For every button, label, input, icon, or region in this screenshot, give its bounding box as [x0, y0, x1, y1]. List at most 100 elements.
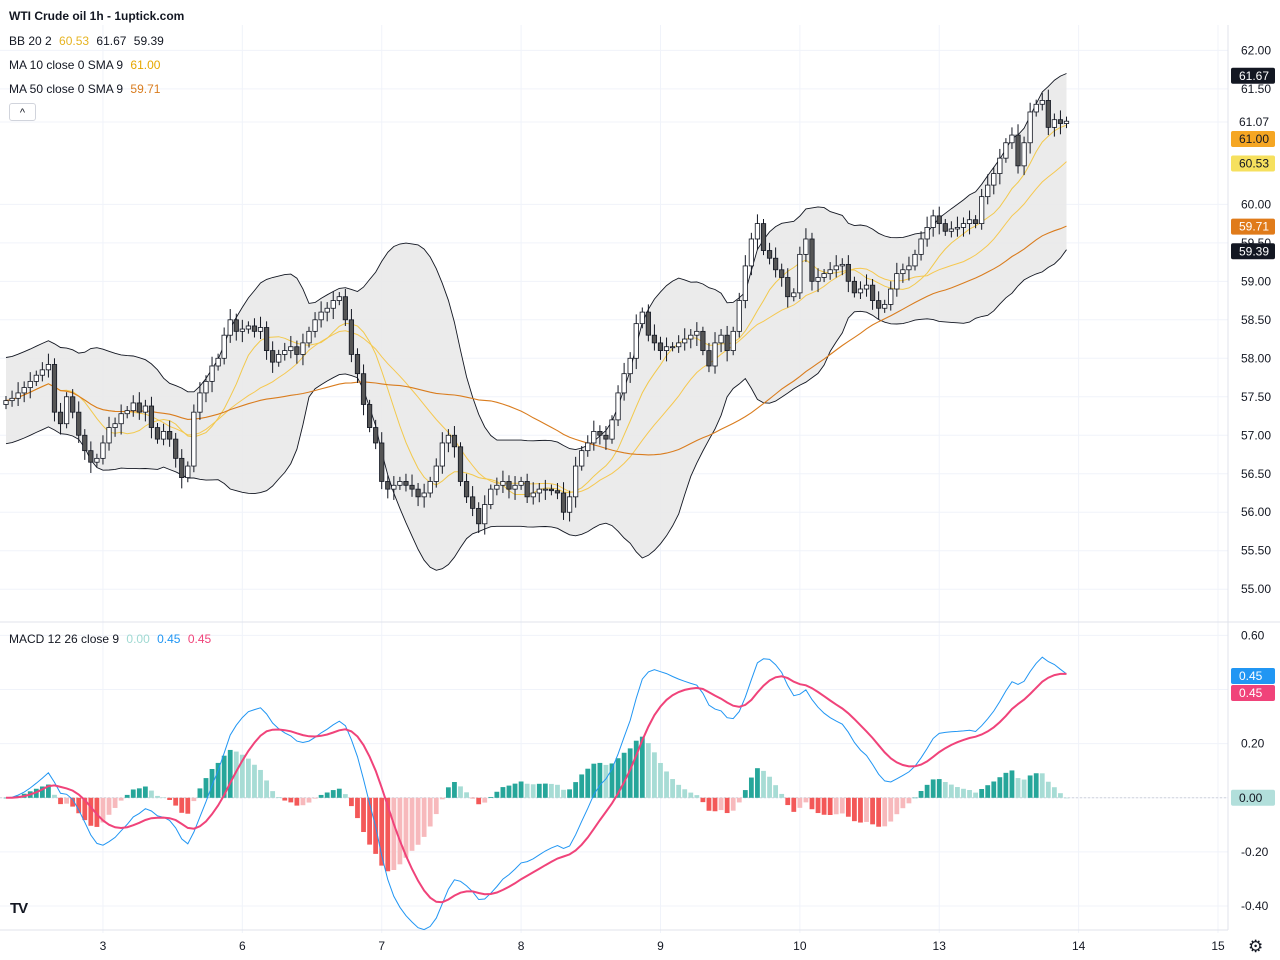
macd-histogram-bar	[579, 774, 585, 798]
macd-histogram-bar	[130, 789, 136, 798]
candlestick	[670, 342, 676, 352]
candlestick	[118, 404, 124, 435]
candlestick	[706, 342, 712, 373]
candlestick	[318, 301, 324, 328]
macd-histogram-bar	[730, 797, 736, 811]
macd-histogram-bar	[833, 797, 839, 815]
candlestick	[500, 470, 506, 493]
macd-histogram-bar	[76, 797, 82, 814]
candlestick	[179, 449, 185, 489]
candlestick	[9, 390, 15, 407]
candlestick	[154, 422, 161, 444]
macd-histogram-bar	[930, 779, 936, 798]
candlestick	[136, 392, 142, 420]
macd-histogram-bar	[924, 784, 930, 798]
macd-histogram-bar	[197, 788, 203, 798]
macd-histogram-bar	[700, 797, 706, 803]
macd-axis-label: 0.60	[1241, 628, 1265, 642]
candlestick	[639, 307, 645, 329]
macd-histogram-bar	[336, 788, 342, 798]
candlestick	[197, 382, 203, 420]
candlestick	[94, 453, 100, 467]
candlestick	[257, 316, 264, 340]
macd-histogram-bar	[294, 797, 300, 806]
candlestick	[694, 322, 700, 346]
macd-histogram-bar	[1045, 781, 1051, 798]
candlestick	[730, 326, 736, 356]
x-tick-label: 10	[793, 939, 807, 953]
price-tag-ma10	[1231, 130, 1275, 147]
candlestick	[288, 335, 294, 359]
macd-line-value: 0.45	[157, 632, 181, 646]
candlestick	[209, 356, 215, 393]
macd-histogram-bar	[288, 797, 294, 803]
candlestick	[354, 348, 361, 383]
macd-histogram-bar	[88, 797, 94, 826]
price-tag-label: 61.67	[1239, 69, 1269, 83]
macd-histogram-bar	[397, 797, 403, 865]
candlestick	[579, 446, 585, 471]
gear-icon[interactable]: ⚙	[1248, 937, 1264, 956]
candlestick	[488, 484, 494, 510]
candlestick	[167, 420, 173, 447]
macd-signal-value: 0.45	[187, 632, 212, 646]
macd-histogram-bar	[3, 797, 9, 799]
price-tag-dark	[1231, 243, 1275, 260]
bollinger-band-fill	[6, 73, 1067, 571]
macd-histogram-bar	[864, 797, 869, 822]
macd-histogram-bar	[979, 789, 985, 798]
candlestick	[397, 476, 403, 490]
price-tag-label: 61.07	[1239, 115, 1269, 129]
candlestick	[797, 246, 803, 300]
macd-histogram-bar	[852, 797, 857, 822]
candlestick	[645, 304, 651, 342]
tradingview-logo[interactable]: TV	[10, 900, 28, 917]
candlestick	[876, 291, 882, 320]
macd-axis-label: -0.20	[1241, 845, 1269, 859]
macd-histogram-bar	[324, 792, 330, 798]
macd-histogram-bar	[355, 797, 360, 819]
price-axis-label: 60.00	[1241, 197, 1271, 211]
price-axis-label: 61.50	[1241, 82, 1271, 96]
collapse-legend-button[interactable]: ^	[9, 103, 36, 121]
candlestick	[803, 228, 809, 263]
candlestick	[421, 483, 427, 508]
macd-legend[interactable]: MACD 12 26 close 9 0.00 0.45 0.45	[9, 632, 215, 646]
candlestick	[773, 247, 779, 278]
macd-histogram-bar	[809, 797, 815, 810]
bb-legend[interactable]: BB 20 2 60.53 61.67 59.39	[9, 34, 168, 48]
candlestick	[748, 232, 754, 276]
candlestick	[1027, 102, 1033, 154]
candlestick	[215, 353, 221, 371]
macd-histogram-bar	[633, 740, 639, 798]
macd-histogram-bar	[985, 785, 991, 798]
macd-histogram-bar	[785, 797, 791, 806]
x-tick-label: 14	[1072, 939, 1086, 953]
candlestick	[609, 415, 615, 444]
candlestick	[936, 206, 942, 235]
macd-histogram-bar	[112, 797, 118, 808]
macd-histogram-bar	[876, 797, 882, 827]
x-tick-label: 13	[933, 939, 947, 953]
macd-histogram-bar	[488, 796, 494, 798]
candlestick	[251, 318, 258, 338]
candlestick	[900, 263, 906, 283]
candlestick	[360, 364, 367, 416]
candlestick	[524, 473, 530, 503]
macd-histogram-bar	[585, 768, 591, 798]
price-tag-macd	[1231, 668, 1275, 685]
candlestick	[276, 349, 282, 367]
candlestick	[185, 461, 191, 483]
candlestick	[1009, 127, 1015, 149]
ma10-line	[5, 124, 1067, 495]
candlestick	[906, 256, 912, 281]
macd-hist-value: 0.00	[126, 632, 150, 646]
macd-histogram-bar	[233, 751, 239, 798]
ma50-legend[interactable]: MA 50 close 0 SMA 9 59.71	[9, 82, 164, 96]
macd-histogram-bar	[391, 797, 397, 871]
candlestick	[742, 255, 748, 309]
candlestick	[712, 332, 718, 374]
ma10-legend[interactable]: MA 10 close 0 SMA 9 61.00	[9, 58, 164, 72]
macd-histogram-bar	[252, 764, 257, 798]
